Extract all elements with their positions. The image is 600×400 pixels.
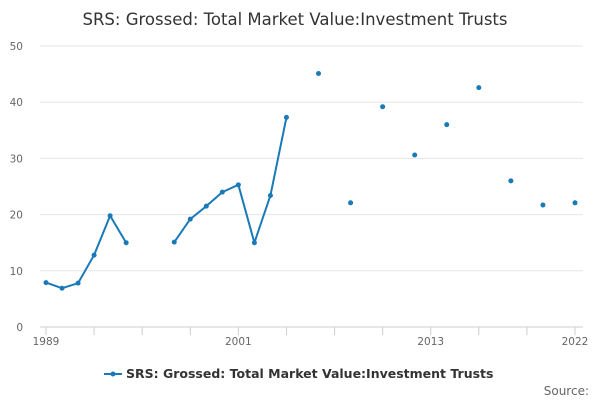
legend-point-marker <box>110 371 116 377</box>
data-point <box>283 114 289 120</box>
data-point <box>316 71 322 77</box>
data-point <box>444 122 450 128</box>
data-point <box>348 200 354 206</box>
series-points <box>43 71 578 291</box>
series-lines <box>45 116 288 290</box>
x-tick-label: 1989 <box>33 336 60 348</box>
data-point <box>251 240 257 246</box>
axes: 0 10 20 30 40 50 1989 2001 2013 2022 <box>10 41 589 348</box>
data-point <box>75 280 81 286</box>
series-line-segment <box>173 116 288 244</box>
y-tick-label: 30 <box>10 153 23 165</box>
y-tick-label: 40 <box>10 97 23 109</box>
data-point <box>219 189 225 195</box>
data-point <box>123 240 129 246</box>
data-point <box>59 285 65 291</box>
data-point <box>380 104 386 110</box>
legend-entry-label: SRS: Grossed: Total Market Value:Investm… <box>126 366 493 381</box>
data-point <box>267 192 273 198</box>
data-point <box>540 202 546 208</box>
chart-title: SRS: Grossed: Total Market Value:Investm… <box>82 10 507 29</box>
grid <box>40 45 583 272</box>
data-point <box>91 252 97 258</box>
legend[interactable]: SRS: Grossed: Total Market Value:Investm… <box>104 366 493 381</box>
y-tick-label: 50 <box>10 41 23 53</box>
y-tick-label: 10 <box>10 266 23 278</box>
data-point <box>476 85 482 91</box>
data-point <box>187 216 193 222</box>
y-tick-label: 20 <box>10 210 23 222</box>
data-point <box>572 200 578 206</box>
data-point <box>508 178 514 184</box>
data-point <box>43 280 49 286</box>
x-tick-label: 2013 <box>417 336 444 348</box>
data-point <box>107 213 113 219</box>
data-point <box>412 152 418 158</box>
y-tick-label: 0 <box>16 322 23 334</box>
x-tick-label: 2001 <box>225 336 252 348</box>
source-label: Source: <box>544 384 589 398</box>
series-line-segment <box>45 214 128 290</box>
data-point <box>171 239 177 245</box>
data-point <box>203 203 209 209</box>
data-point <box>235 182 241 188</box>
x-tick-label: 2022 <box>562 336 589 348</box>
